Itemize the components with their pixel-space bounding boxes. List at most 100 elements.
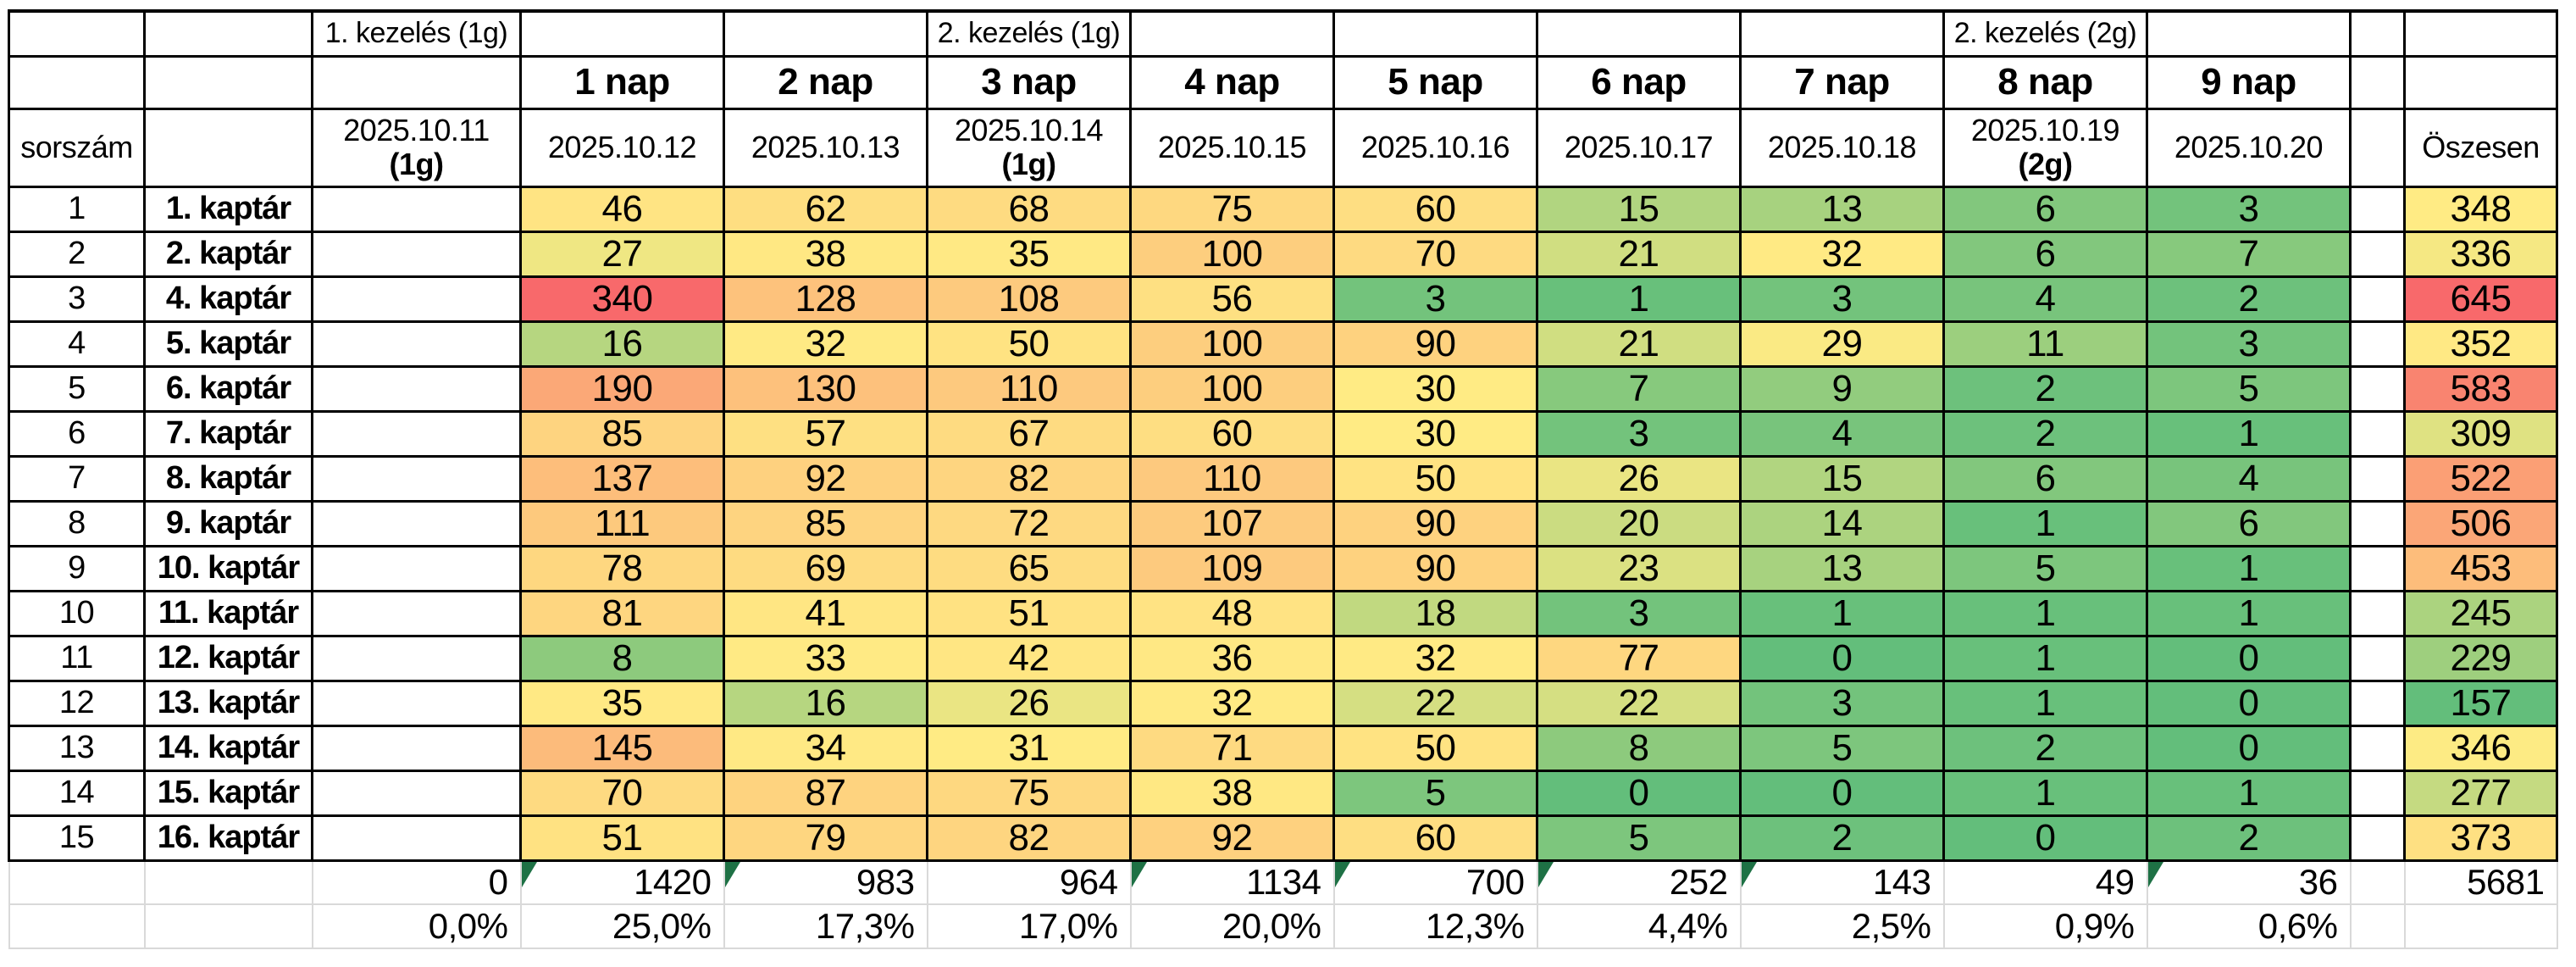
count-cell[interactable]: 32 (1332, 634, 1538, 682)
count-cell[interactable]: 5 (2146, 364, 2352, 413)
spacer-cell[interactable] (2349, 230, 2406, 278)
count-cell[interactable]: 78 (519, 544, 725, 592)
count-cell[interactable]: 3 (1739, 679, 1945, 727)
column-percent-cell[interactable]: 0,0% (311, 903, 522, 949)
count-cell[interactable]: 90 (1332, 544, 1538, 592)
hive-name-cell[interactable]: 15. kaptár (143, 769, 313, 817)
date-header-cell[interactable]: 2025.10.16 (1332, 107, 1538, 188)
column-percent-cell[interactable]: 17,0% (926, 903, 1132, 949)
count-cell[interactable]: 1 (1942, 769, 2148, 817)
day-header-cell[interactable]: 2 nap (723, 54, 928, 110)
count-cell[interactable]: 72 (926, 499, 1132, 547)
count-cell[interactable]: 67 (926, 409, 1132, 458)
hive-name-cell[interactable]: 6. kaptár (143, 364, 313, 413)
spacer-cell[interactable] (2349, 454, 2406, 503)
spacer-cell[interactable] (2349, 679, 2406, 727)
count-cell[interactable]: 92 (723, 454, 928, 503)
row-index-cell[interactable]: 12 (8, 679, 146, 727)
count-cell[interactable]: 21 (1536, 320, 1742, 368)
pretreatment-cell[interactable] (311, 454, 522, 503)
count-cell[interactable]: 100 (1129, 230, 1335, 278)
count-cell[interactable]: 87 (723, 769, 928, 817)
count-cell[interactable]: 0 (1739, 769, 1945, 817)
count-cell[interactable]: 33 (723, 634, 928, 682)
day-header-cell[interactable]: 3 nap (926, 54, 1132, 110)
header-empty-cell[interactable] (8, 9, 146, 58)
count-cell[interactable]: 15 (1739, 454, 1945, 503)
count-cell[interactable]: 32 (1739, 230, 1945, 278)
count-cell[interactable]: 90 (1332, 499, 1538, 547)
hive-name-cell[interactable]: 5. kaptár (143, 320, 313, 368)
count-cell[interactable]: 2 (1942, 409, 2148, 458)
count-cell[interactable]: 0 (1536, 769, 1742, 817)
date-header-cell[interactable]: 2025.10.11 (1g) (311, 107, 522, 188)
row-total-cell[interactable]: 346 (2403, 724, 2558, 772)
column-total-cell[interactable]: 0 (311, 859, 522, 905)
count-cell[interactable]: 108 (926, 275, 1132, 323)
day-header-cell[interactable]: 4 nap (1129, 54, 1335, 110)
header-empty-cell[interactable] (2349, 107, 2406, 188)
hive-name-cell[interactable]: 7. kaptár (143, 409, 313, 458)
row-total-cell[interactable]: 229 (2403, 634, 2558, 682)
count-cell[interactable]: 8 (1536, 724, 1742, 772)
count-cell[interactable]: 0 (1942, 814, 2148, 862)
row-total-cell[interactable]: 157 (2403, 679, 2558, 727)
count-cell[interactable]: 11 (1942, 320, 2148, 368)
header-empty-cell[interactable] (2403, 54, 2558, 110)
count-cell[interactable]: 60 (1332, 814, 1538, 862)
pretreatment-cell[interactable] (311, 320, 522, 368)
header-empty-cell[interactable] (143, 107, 313, 188)
count-cell[interactable]: 137 (519, 454, 725, 503)
count-cell[interactable]: 38 (1129, 769, 1335, 817)
count-cell[interactable]: 51 (926, 589, 1132, 637)
count-cell[interactable]: 50 (926, 320, 1132, 368)
count-cell[interactable]: 2 (2146, 275, 2352, 323)
count-cell[interactable]: 71 (1129, 724, 1335, 772)
count-cell[interactable]: 26 (926, 679, 1132, 727)
corner-label-cell[interactable]: sorszám (8, 107, 146, 188)
treatment-label-cell[interactable]: 2. kezelés (2g) (1942, 9, 2148, 58)
column-total-cell[interactable]: 252 (1536, 859, 1742, 905)
row-total-cell[interactable]: 645 (2403, 275, 2558, 323)
count-cell[interactable]: 23 (1536, 544, 1742, 592)
count-cell[interactable]: 3 (1332, 275, 1538, 323)
count-cell[interactable]: 3 (1536, 589, 1742, 637)
header-empty-cell[interactable] (2146, 9, 2352, 58)
pretreatment-cell[interactable] (311, 499, 522, 547)
count-cell[interactable]: 3 (1739, 275, 1945, 323)
column-percent-cell[interactable]: 0,6% (2146, 903, 2352, 949)
count-cell[interactable]: 5 (1739, 724, 1945, 772)
header-empty-cell[interactable] (1739, 9, 1945, 58)
spacer-cell[interactable] (2349, 814, 2406, 862)
hive-name-cell[interactable]: 1. kaptár (143, 185, 313, 233)
count-cell[interactable]: 22 (1332, 679, 1538, 727)
count-cell[interactable]: 21 (1536, 230, 1742, 278)
hive-name-cell[interactable]: 9. kaptár (143, 499, 313, 547)
count-cell[interactable]: 4 (1739, 409, 1945, 458)
count-cell[interactable]: 75 (1129, 185, 1335, 233)
column-total-cell[interactable]: 700 (1332, 859, 1538, 905)
row-total-cell[interactable]: 352 (2403, 320, 2558, 368)
hive-name-cell[interactable]: 16. kaptár (143, 814, 313, 862)
count-cell[interactable]: 20 (1536, 499, 1742, 547)
hive-name-cell[interactable]: 14. kaptár (143, 724, 313, 772)
column-total-cell[interactable]: 143 (1739, 859, 1945, 905)
count-cell[interactable]: 3 (2146, 185, 2352, 233)
hive-name-cell[interactable]: 4. kaptár (143, 275, 313, 323)
count-cell[interactable]: 69 (723, 544, 928, 592)
column-percent-cell[interactable]: 25,0% (519, 903, 725, 949)
count-cell[interactable]: 81 (519, 589, 725, 637)
count-cell[interactable]: 0 (2146, 724, 2352, 772)
row-index-cell[interactable]: 8 (8, 499, 146, 547)
count-cell[interactable]: 2 (1739, 814, 1945, 862)
day-header-cell[interactable]: 6 nap (1536, 54, 1742, 110)
count-cell[interactable]: 109 (1129, 544, 1335, 592)
count-cell[interactable]: 2 (1942, 364, 2148, 413)
spacer-cell[interactable] (2349, 275, 2406, 323)
pretreatment-cell[interactable] (311, 769, 522, 817)
count-cell[interactable]: 30 (1332, 409, 1538, 458)
footer-empty-cell[interactable] (2349, 859, 2406, 905)
count-cell[interactable]: 7 (1536, 364, 1742, 413)
footer-empty-cell[interactable] (8, 859, 146, 905)
pretreatment-cell[interactable] (311, 364, 522, 413)
